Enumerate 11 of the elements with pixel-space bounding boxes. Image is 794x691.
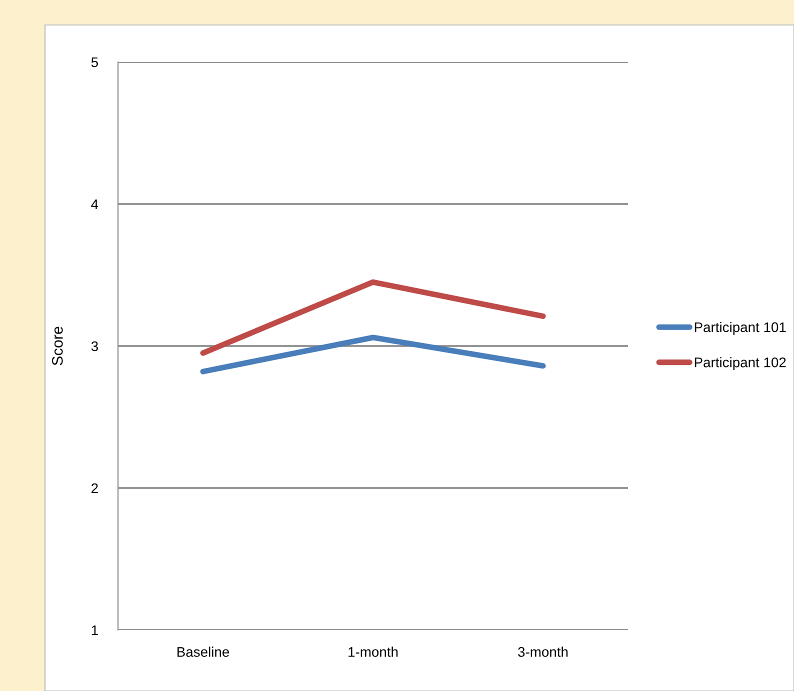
legend-label: Participant 102 — [694, 357, 786, 370]
y-tick-label: 3 — [91, 341, 98, 352]
x-tick-label: Baseline — [178, 646, 230, 657]
legend-label: Participant 101 — [694, 322, 786, 335]
y-tick-label: 1 — [92, 625, 98, 636]
y-tick-label: 2 — [92, 483, 98, 494]
y-axis-title: Score — [52, 326, 63, 366]
x-tick-label: 3-month — [518, 646, 568, 657]
x-tick-label: 1-month — [348, 646, 398, 657]
y-tick-label: 5 — [91, 57, 98, 68]
y-tick-label: 4 — [91, 199, 98, 210]
